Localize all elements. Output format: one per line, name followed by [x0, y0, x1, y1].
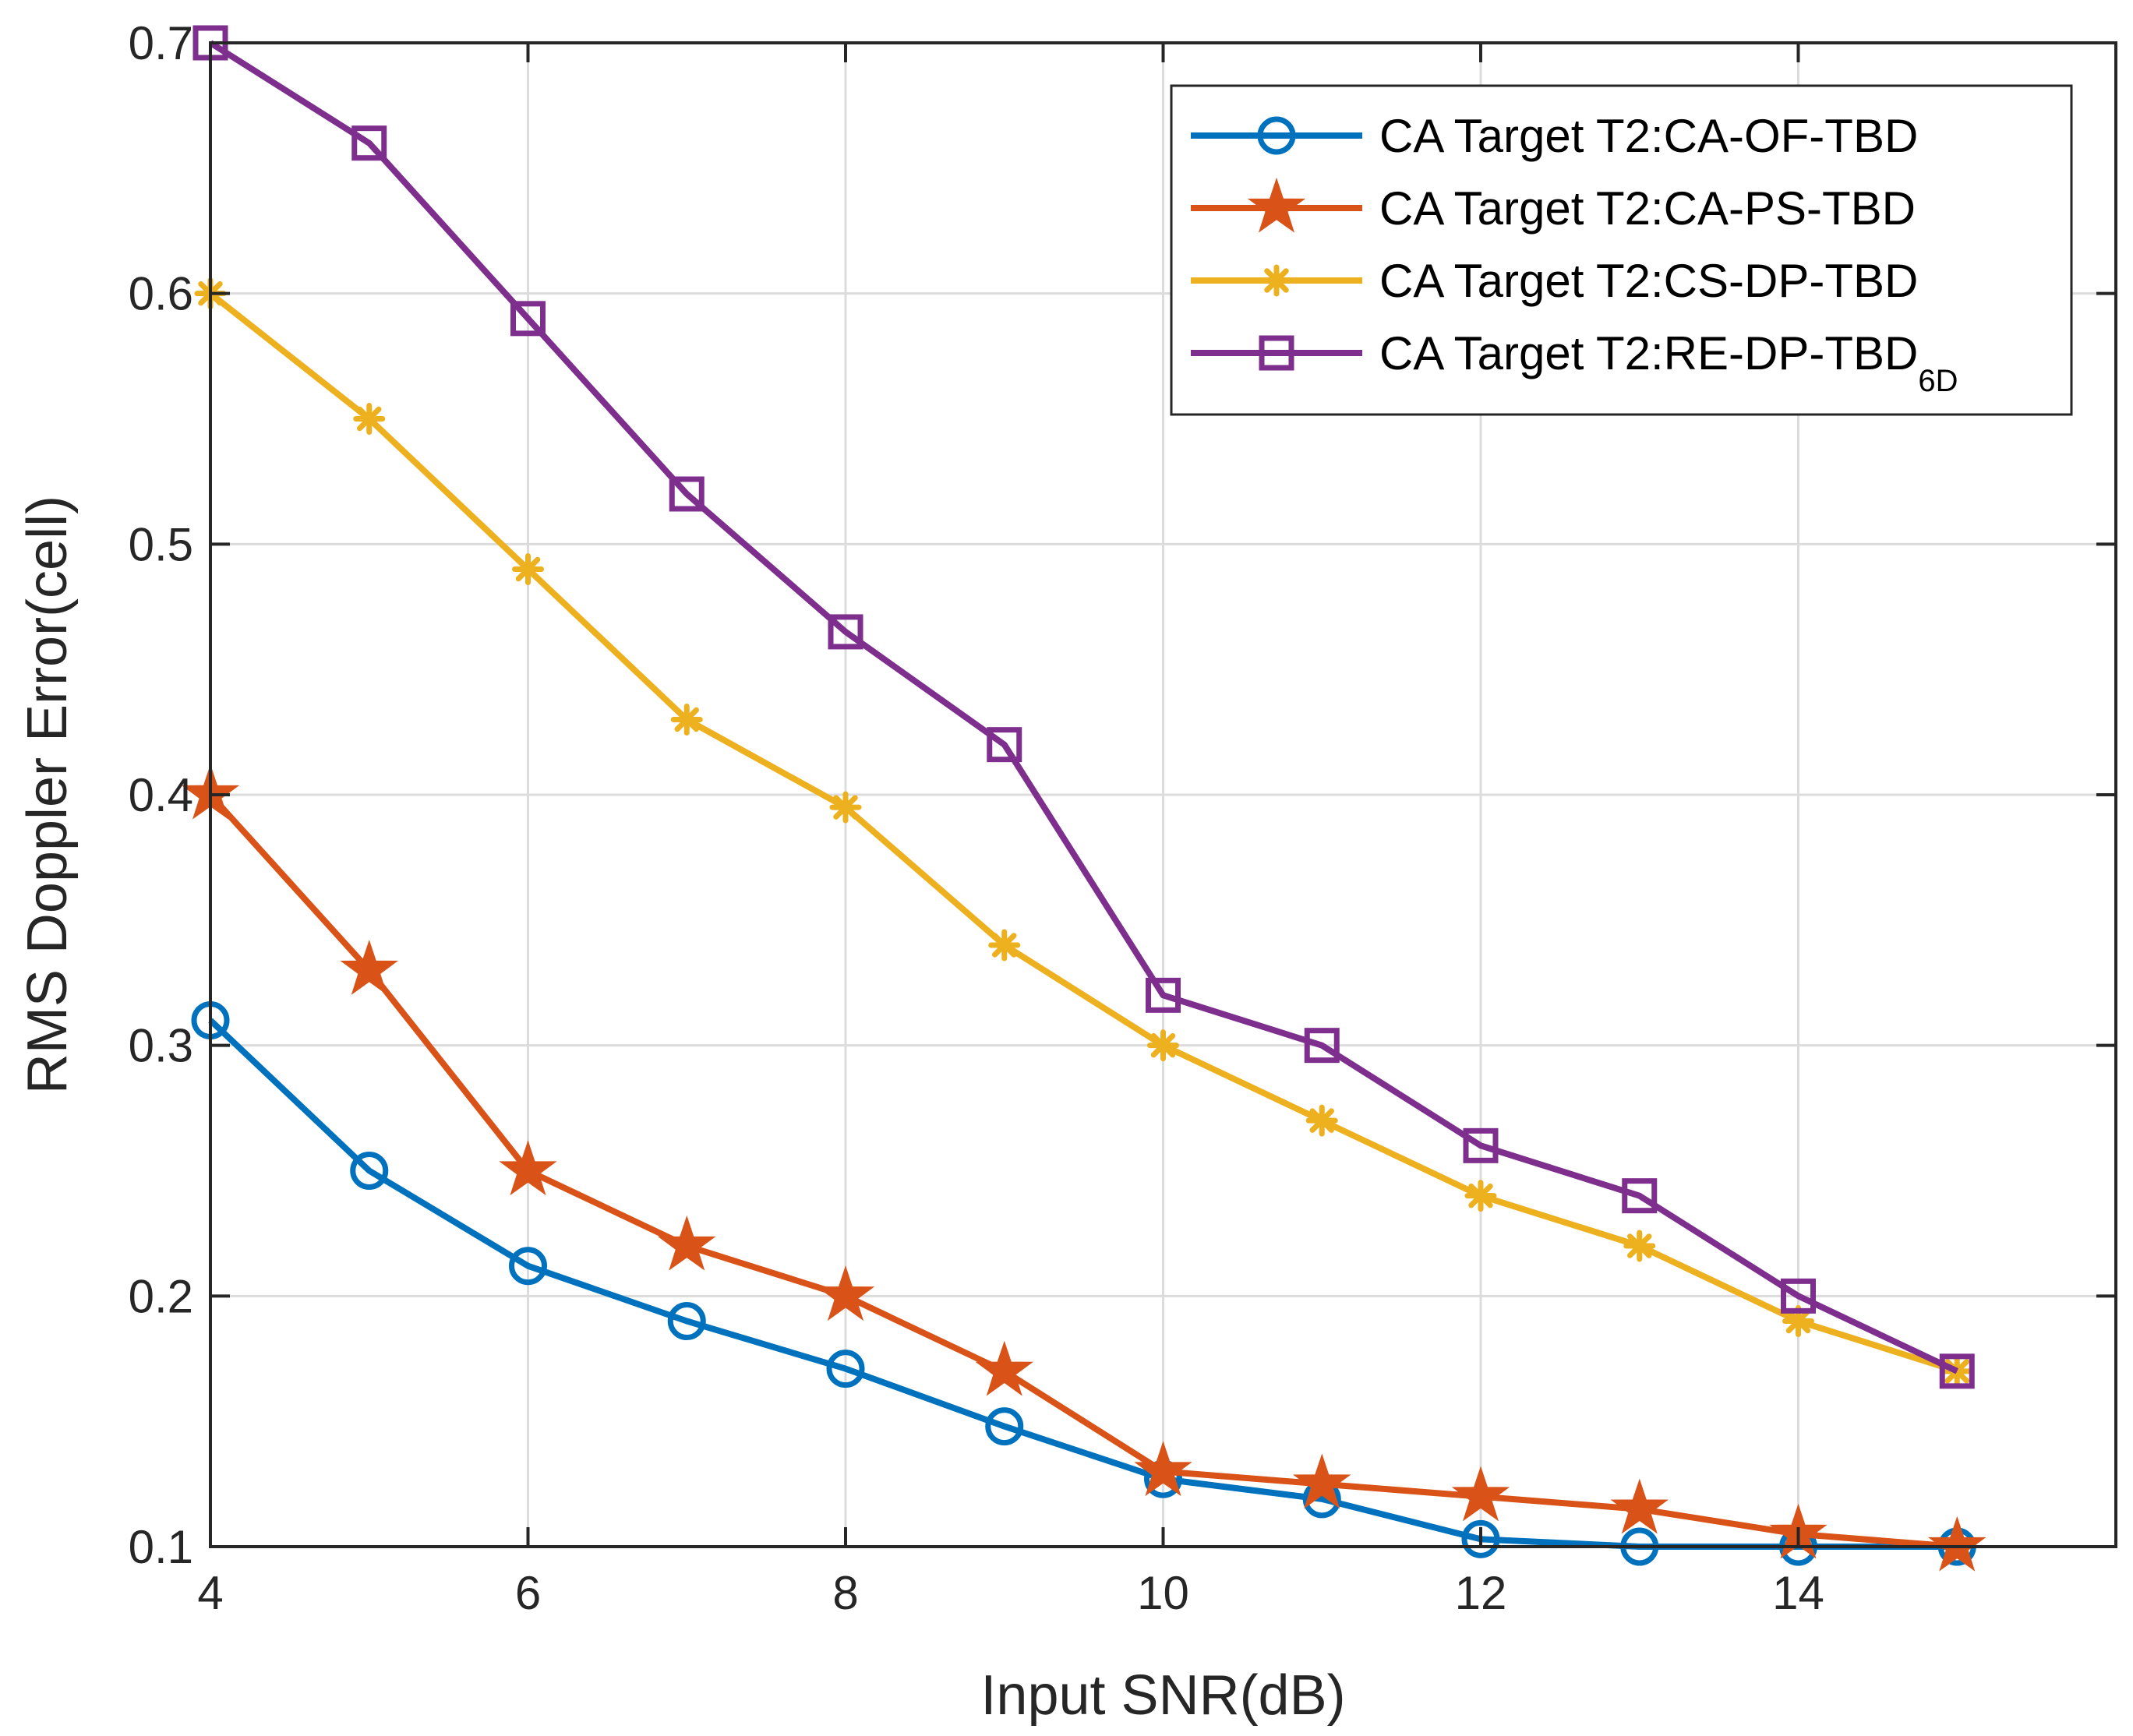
data-point: [1134, 1441, 1192, 1497]
data-point: [1461, 1519, 1500, 1558]
x-tick-label: 14: [1772, 1567, 1824, 1619]
data-point: [1464, 1180, 1497, 1212]
data-point: [1623, 1230, 1656, 1262]
legend-marker: [1247, 177, 1306, 233]
series-line: [208, 792, 1958, 1550]
legend-label: CA Target T2:CA-PS-TBD: [1379, 182, 1916, 235]
data-point: [512, 553, 544, 585]
axis-ticks: 4 6 8 10 12 14 0.1 0.2 0.3 0.4 0.5 0.6 0.7: [129, 17, 2116, 1619]
data-point: [828, 614, 863, 650]
y-tick-label: 0.3: [129, 1020, 193, 1072]
data-point: [351, 125, 387, 161]
series-line: [208, 291, 1958, 1374]
x-tick-label: 8: [832, 1567, 858, 1619]
data-point: [657, 1215, 716, 1271]
legend-marker: [1260, 264, 1293, 297]
data-point: [1781, 1278, 1816, 1314]
y-tick-label: 0.2: [129, 1270, 193, 1322]
legend-label: CA Target T2:RE-DP-TBD6D: [1379, 327, 1958, 398]
data-point: [1939, 1353, 1975, 1389]
data-point: [1622, 1178, 1658, 1214]
data-point: [1927, 1515, 1986, 1572]
data-point: [350, 1152, 389, 1190]
data-point: [509, 1247, 547, 1286]
data-point: [353, 403, 386, 435]
legend-marker: [1257, 116, 1296, 155]
x-tick-label: 12: [1455, 1567, 1507, 1619]
y-axis-label: RMS Doppler Error(cell): [16, 496, 79, 1094]
legend-item: CA Target T2:CA-OF-TBD: [1191, 110, 1918, 162]
y-tick-label: 0.1: [129, 1521, 193, 1573]
y-tick-label: 0.7: [129, 17, 193, 69]
data-point: [985, 1407, 1024, 1446]
y-tick-label: 0.6: [129, 268, 193, 320]
x-tick-label: 4: [197, 1567, 223, 1619]
data-point: [510, 301, 546, 337]
data-point: [667, 1302, 706, 1340]
data-point: [340, 940, 398, 995]
data-point: [826, 1350, 865, 1388]
series-3: [194, 277, 1973, 1388]
data-point: [1146, 977, 1181, 1013]
legend-item: CA Target T2:CS-DP-TBD: [1191, 255, 1918, 307]
legend-label: CA Target T2:CA-OF-TBD: [1379, 110, 1918, 162]
series-2: [181, 764, 1986, 1572]
data-point: [1610, 1478, 1669, 1534]
data-point: [1305, 1104, 1338, 1137]
data-point: [1451, 1466, 1510, 1522]
x-tick-label: 10: [1137, 1567, 1189, 1619]
series-line: [208, 40, 1959, 1374]
data-point: [669, 476, 705, 512]
data-point: [987, 727, 1022, 763]
legend-label: CA Target T2:CS-DP-TBD: [1379, 255, 1918, 307]
legend-box: [1170, 84, 2073, 416]
data-point: [988, 929, 1021, 962]
legend-item: CA Target T2:RE-DP-TBD6D: [1191, 327, 1958, 398]
data-point: [670, 704, 703, 736]
data-point: [816, 1265, 875, 1321]
data-point: [829, 791, 862, 824]
data-point: [975, 1340, 1033, 1396]
x-axis-label: Input SNR(dB): [980, 1664, 1345, 1727]
data-point: [1304, 1028, 1340, 1064]
data-point: [1463, 1127, 1499, 1163]
legend: CA Target T2:CA-OF-TBD CA Target T2:CA-PS…: [1170, 84, 2073, 416]
data-point: [1147, 1029, 1179, 1062]
data-point: [1292, 1453, 1351, 1509]
y-tick-label: 0.5: [129, 518, 193, 570]
y-tick-label: 0.4: [129, 769, 193, 821]
legend-marker: [1259, 335, 1294, 371]
x-tick-label: 6: [515, 1567, 541, 1619]
data-point: [499, 1140, 557, 1196]
legend-item: CA Target T2:CA-PS-TBD: [1191, 177, 1916, 235]
